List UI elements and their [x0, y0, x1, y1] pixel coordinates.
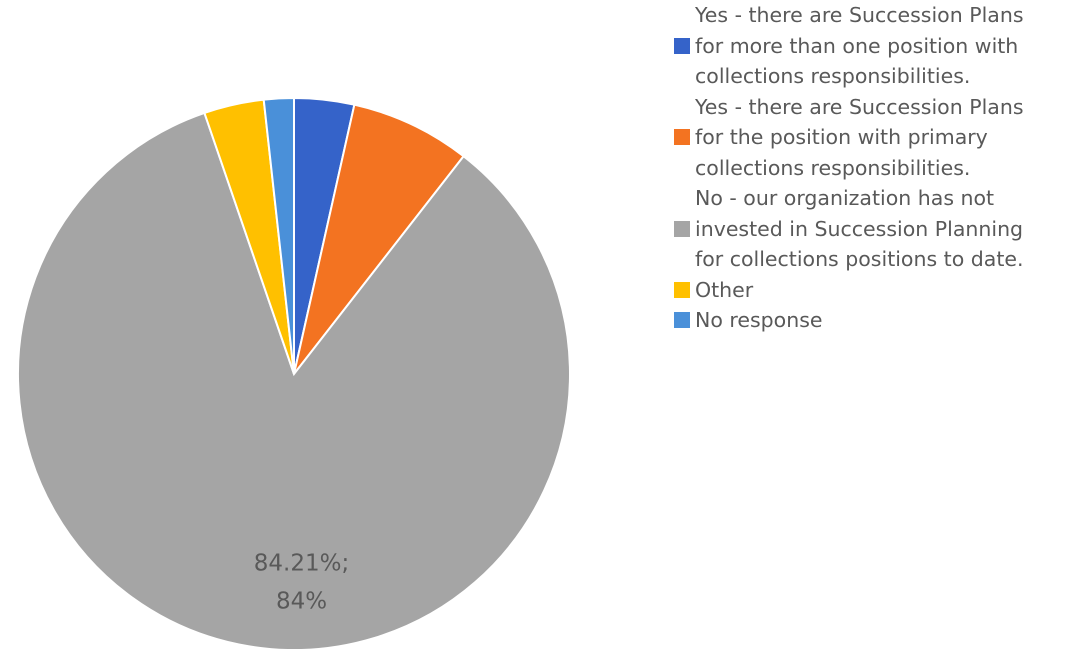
legend-label: Other — [695, 277, 754, 302]
legend-item-3: Other — [674, 275, 1080, 306]
pie-slice-1 — [293, 103, 465, 375]
data-label-line2: 84% — [276, 588, 327, 614]
legend-item-0: Yes - there are Succession Plans for mor… — [674, 0, 1080, 92]
pie-slice-2 — [17, 111, 571, 649]
data-label-line1: 84.21%; — [254, 550, 349, 576]
legend-swatch — [674, 129, 690, 146]
legend-item-2: No - our organization has not invested i… — [674, 183, 1080, 275]
legend-item-4: No response — [674, 305, 1080, 336]
legend-label: Yes - there are Succession Plans for mor… — [695, 3, 1024, 88]
legend-item-1: Yes - there are Succession Plans for the… — [674, 92, 1080, 184]
legend-swatch — [674, 220, 690, 237]
legend-label: No response — [695, 308, 823, 332]
legend-label: Yes - there are Succession Plans for the… — [695, 94, 1024, 180]
legend-label: No - our organization has not invested i… — [695, 186, 1024, 271]
legend-swatch — [674, 281, 690, 298]
chart-legend: Yes - there are Succession Plans for mor… — [674, 0, 1080, 336]
legend-swatch — [674, 312, 690, 329]
pie-slice-4 — [262, 96, 295, 375]
legend-swatch — [674, 37, 690, 54]
